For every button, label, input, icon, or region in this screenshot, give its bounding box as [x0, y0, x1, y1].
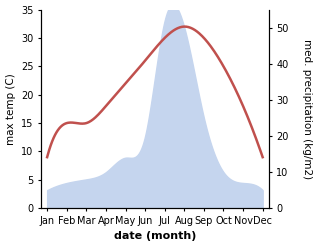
Y-axis label: med. precipitation (kg/m2): med. precipitation (kg/m2) [302, 39, 313, 179]
X-axis label: date (month): date (month) [114, 231, 196, 242]
Y-axis label: max temp (C): max temp (C) [5, 73, 16, 145]
